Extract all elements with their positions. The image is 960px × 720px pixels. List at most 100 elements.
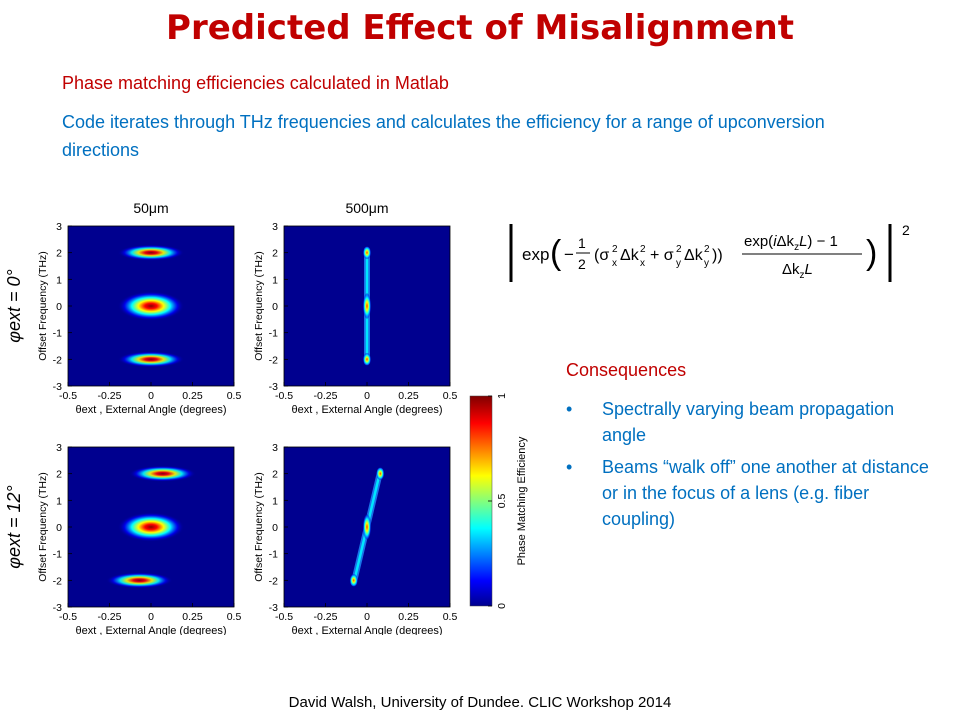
heatmap-blob — [117, 291, 185, 321]
svg-text:−: − — [564, 245, 574, 264]
y-tick-label: -3 — [53, 381, 62, 393]
y-tick-label: -2 — [269, 354, 278, 366]
subtitle-line-1: Phase matching efficiencies calculated i… — [62, 73, 449, 93]
x-tick-label: 0 — [364, 611, 370, 623]
heatmap-blob — [362, 513, 372, 541]
x-tick-label: 0.25 — [182, 390, 203, 402]
colorbar-tick-label: 0.5 — [496, 494, 508, 509]
row-label: φext = 12° — [4, 485, 24, 569]
y-tick-label: 1 — [56, 495, 62, 507]
heatmap-blob — [117, 512, 185, 542]
column-title: 50μm — [133, 200, 168, 216]
heatmap-blob — [376, 467, 385, 481]
y-tick-label: 2 — [272, 469, 278, 481]
heatmap-blob — [349, 573, 358, 587]
svg-text:)): )) — [712, 247, 723, 264]
colorbar-tick-label: 0 — [496, 603, 508, 609]
y-tick-label: -2 — [269, 575, 278, 587]
svg-text:exp: exp — [522, 245, 549, 264]
svg-text:2: 2 — [578, 256, 586, 272]
x-tick-label: -0.25 — [98, 611, 122, 623]
y-tick-label: -3 — [269, 602, 278, 614]
x-tick-label: -0.25 — [98, 390, 122, 402]
x-axis-label: θext , External Angle (degrees) — [75, 404, 226, 416]
list-item: • Spectrally varying beam propagation ang… — [566, 396, 936, 448]
y-tick-label: 3 — [56, 221, 62, 233]
x-axis-label: θext , External Angle (degrees) — [291, 404, 442, 416]
heatmap-panel-1: -0.5 -0.25 0 0.25 0.5 3 2 1 0 -1 -2 -3 θext , Extern… — [4, 200, 241, 416]
svg-text:): ) — [866, 234, 877, 272]
x-tick-label: 0.5 — [443, 390, 458, 402]
x-tick-label: 0.5 — [227, 390, 242, 402]
svg-text:ΔkzL: ΔkzL — [782, 261, 813, 281]
slide-title: Predicted Effect of Misalignment — [166, 8, 794, 48]
heatmap-figure: -0.5 -0.25 0 0.25 0.5 3 2 1 0 -1 -2 -3 θext , Extern… — [4, 200, 528, 635]
footer-credit: David Walsh, University of Dundee. CLIC … — [288, 694, 672, 711]
y-tick-label: 0 — [272, 301, 278, 313]
y-tick-label: 0 — [272, 522, 278, 534]
y-tick-label: -2 — [53, 575, 62, 587]
y-tick-label: -1 — [269, 549, 278, 561]
x-tick-label: -0.25 — [314, 390, 338, 402]
y-tick-label: 1 — [56, 274, 62, 286]
y-tick-label: 3 — [272, 221, 278, 233]
heatmap-blob — [362, 292, 372, 320]
bullet-dot-icon: • — [566, 399, 573, 419]
x-tick-label: 0 — [148, 611, 154, 623]
formula-exponent: 2 — [902, 222, 910, 238]
svg-text:(σ: (σ — [594, 247, 609, 264]
y-axis-label: Offset Frequency (THz) — [253, 251, 265, 361]
heatmap-blob — [106, 572, 173, 589]
x-tick-label: 0.5 — [227, 611, 242, 623]
x-tick-label: 0.5 — [443, 611, 458, 623]
x-tick-label: -0.5 — [275, 611, 293, 623]
bullet-text: Spectrally varying beam propagation angl… — [602, 399, 895, 445]
y-tick-label: -1 — [53, 328, 62, 340]
y-tick-label: 3 — [272, 442, 278, 454]
consequences-title: Consequences — [566, 360, 687, 380]
heatmap-blob — [129, 465, 196, 482]
heatmap-panel-2: -0.5 -0.25 0 0.25 0.5 3 2 1 0 -1 -2 -3 θext , Extern… — [253, 200, 457, 416]
x-tick-label: 0.25 — [398, 611, 419, 623]
x-tick-label: 0.25 — [398, 390, 419, 402]
svg-text:y: y — [704, 258, 709, 269]
svg-text:2: 2 — [704, 244, 710, 255]
y-tick-label: 2 — [56, 469, 62, 481]
heatmap-blob — [362, 246, 372, 260]
heatmap-panel-4: -0.5 -0.25 0 0.25 0.5 3 2 1 0 -1 -2 -3 θext , Extern… — [253, 442, 457, 635]
column-title: 500μm — [345, 200, 388, 216]
y-axis-label: Offset Frequency (THz) — [37, 251, 49, 361]
colorbar: Phase Matching Efficiency 0 0.5 1 — [469, 393, 528, 609]
x-tick-label: -0.5 — [59, 611, 77, 623]
row-label: φext = 0° — [4, 269, 24, 342]
heatmap-blob — [117, 244, 185, 261]
x-tick-label: 0.25 — [182, 611, 203, 623]
y-tick-label: -2 — [53, 354, 62, 366]
svg-text:y: y — [676, 258, 681, 269]
heatmap-blob — [117, 351, 185, 368]
svg-text:2: 2 — [612, 244, 618, 255]
svg-text:x: x — [640, 258, 645, 269]
bullet-text: Beams “walk off” one another at distance… — [602, 457, 929, 529]
x-tick-label: -0.5 — [275, 390, 293, 402]
heatmap-panel-3: -0.5 -0.25 0 0.25 0.5 3 2 1 0 -1 -2 -3 θext , Extern… — [4, 442, 241, 635]
x-tick-label: -0.5 — [59, 390, 77, 402]
svg-text:(: ( — [550, 234, 562, 272]
y-axis-label: Offset Frequency (THz) — [253, 472, 265, 582]
efficiency-formula: exp ( − 1 2 (σ x 2 Δk x 2 + σ y 2 Δk y 2… — [509, 224, 892, 282]
colorbar-tick-label: 1 — [496, 393, 508, 399]
x-tick-label: -0.25 — [314, 611, 338, 623]
x-axis-label: θext , External Angle (degrees) — [291, 625, 442, 635]
x-tick-label: 0 — [148, 390, 154, 402]
y-tick-label: 0 — [56, 301, 62, 313]
y-tick-label: 2 — [56, 248, 62, 260]
heatmap-blob — [362, 352, 372, 366]
y-tick-label: 1 — [272, 495, 278, 507]
y-tick-label: -1 — [269, 328, 278, 340]
svg-text:Δk: Δk — [620, 247, 640, 264]
list-item: • Beams “walk off” one another at distanc… — [566, 454, 936, 532]
svg-text:1: 1 — [578, 235, 586, 251]
svg-text:Δk: Δk — [684, 247, 704, 264]
svg-text:x: x — [612, 258, 617, 269]
y-tick-label: -1 — [53, 549, 62, 561]
